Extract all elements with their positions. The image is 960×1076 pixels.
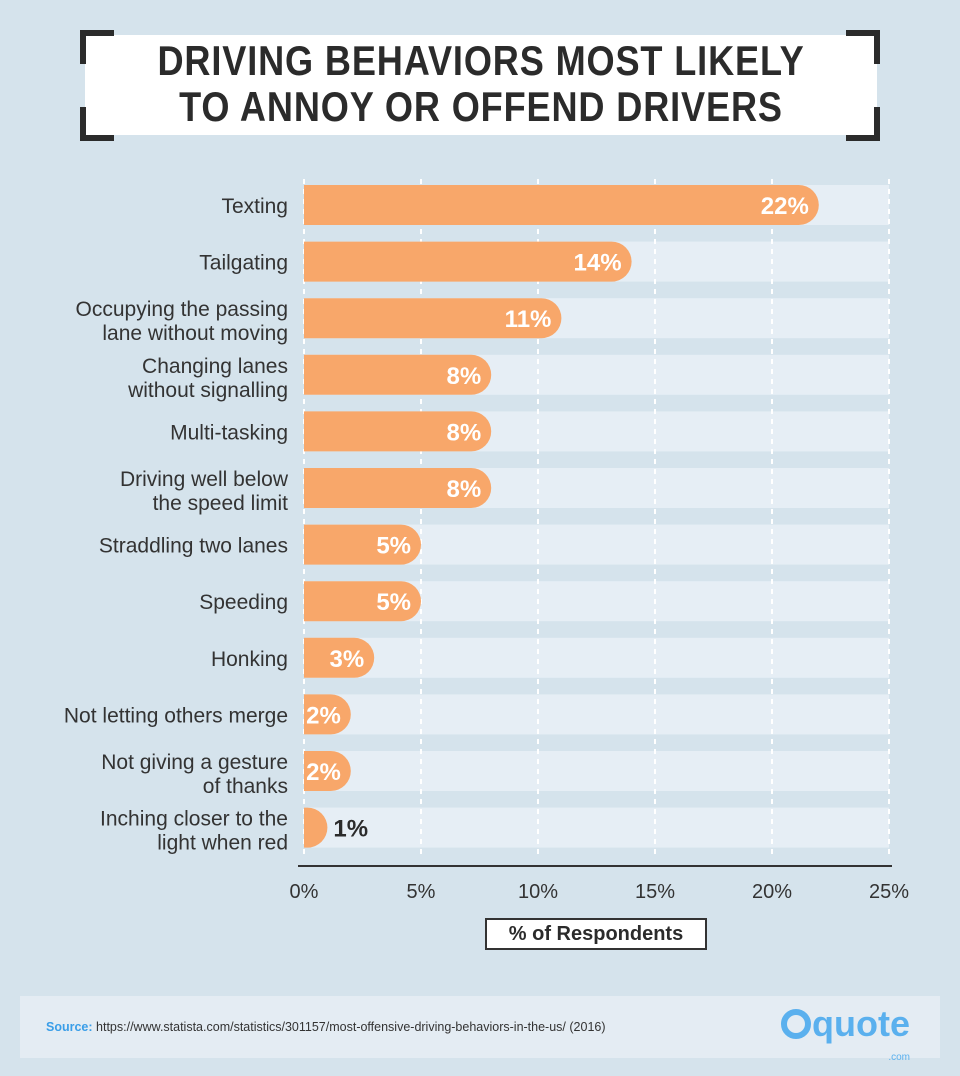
category-label: Driving well below (120, 468, 289, 491)
category-label: lane without moving (102, 322, 288, 345)
bar-track (304, 807, 889, 848)
data-label: 14% (574, 250, 622, 277)
quote-logo-icon (781, 1009, 812, 1039)
data-label: 5% (376, 589, 411, 616)
bar (304, 354, 492, 395)
x-tick-label: 25% (869, 881, 909, 903)
bar-track (304, 751, 889, 791)
bar (304, 411, 492, 452)
footer: Source: https://www.statista.com/statist… (20, 996, 940, 1063)
bar-track (304, 637, 889, 678)
category-label: Inching closer to the (100, 808, 288, 831)
x-tick-label: 20% (752, 881, 792, 903)
logo-sub: .com (888, 1052, 910, 1063)
data-label: 3% (330, 646, 365, 673)
category-label: light when red (157, 832, 288, 855)
bar (304, 298, 562, 339)
data-label: 8% (447, 476, 482, 503)
category-label: Speeding (199, 591, 288, 614)
data-label: 2% (306, 702, 341, 729)
logo-text: quote (812, 1003, 910, 1044)
bar (304, 751, 351, 791)
category-label: Not letting others merge (64, 704, 288, 727)
x-tick-label: 0% (290, 881, 319, 903)
x-tick-label: 10% (518, 881, 558, 903)
bar (304, 468, 492, 508)
bracket-decoration (80, 30, 114, 64)
category-label: the speed limit (153, 492, 289, 515)
bar (304, 637, 375, 678)
bar (304, 694, 351, 735)
source-label: Source: (46, 1020, 93, 1034)
category-label: Straddling two lanes (99, 535, 288, 558)
category-label: Multi-tasking (170, 421, 288, 444)
category-label: Not giving a gesture (101, 751, 288, 774)
quote-logo: quote .com (781, 1003, 910, 1063)
x-axis-label: % of Respondents (485, 918, 707, 950)
bracket-decoration (846, 107, 880, 141)
x-tick-label: 5% (407, 881, 436, 903)
source-text: https://www.statista.com/statistics/3011… (96, 1020, 606, 1034)
category-label: Tailgating (199, 252, 288, 275)
bar (304, 807, 328, 848)
bar (304, 241, 632, 282)
data-label: 5% (376, 533, 411, 560)
category-label: Changing lanes (142, 355, 288, 378)
data-label: 22% (761, 193, 809, 220)
bar (304, 524, 422, 565)
source-line: Source: https://www.statista.com/statist… (46, 1020, 606, 1034)
bracket-decoration (80, 107, 114, 141)
category-label: of thanks (203, 775, 288, 798)
x-tick-label: 15% (635, 881, 675, 903)
data-label: 8% (447, 363, 482, 390)
bar (304, 581, 422, 622)
data-label: 2% (306, 759, 341, 786)
chart-title: DRIVING BEHAVIORS MOST LIKELY TO ANNOY O… (157, 37, 805, 130)
bracket-decoration (846, 30, 880, 64)
title-box (85, 35, 877, 135)
bar-track (304, 694, 889, 735)
category-label: Occupying the passing (76, 298, 288, 321)
data-label: 11% (505, 306, 552, 333)
category-label: Honking (211, 648, 288, 671)
category-label: without signalling (127, 379, 288, 402)
data-label: 1% (333, 816, 368, 843)
category-label: Texting (221, 195, 288, 218)
data-label: 8% (447, 419, 482, 446)
bar (304, 185, 819, 225)
